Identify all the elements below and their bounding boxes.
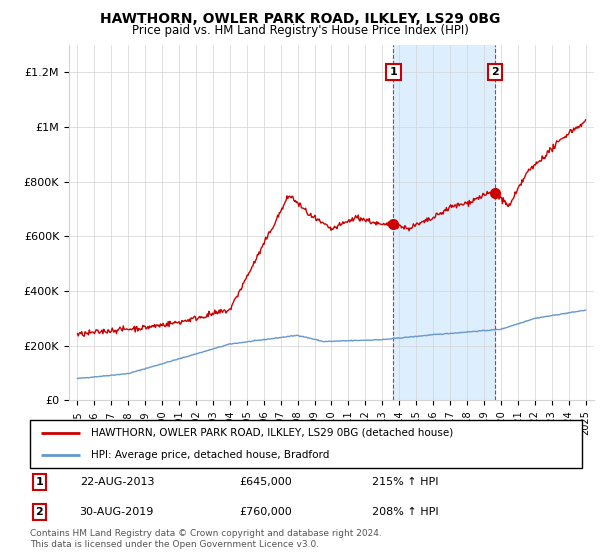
Text: 2: 2 bbox=[35, 507, 43, 517]
Text: 1: 1 bbox=[35, 477, 43, 487]
Text: £760,000: £760,000 bbox=[240, 507, 293, 517]
Text: 30-AUG-2019: 30-AUG-2019 bbox=[80, 507, 154, 517]
Text: HAWTHORN, OWLER PARK ROAD, ILKLEY, LS29 0BG (detached house): HAWTHORN, OWLER PARK ROAD, ILKLEY, LS29 … bbox=[91, 428, 453, 438]
Text: HPI: Average price, detached house, Bradford: HPI: Average price, detached house, Brad… bbox=[91, 450, 329, 460]
Text: Price paid vs. HM Land Registry's House Price Index (HPI): Price paid vs. HM Land Registry's House … bbox=[131, 24, 469, 36]
Bar bbox=[394, 45, 495, 400]
Text: Contains HM Land Registry data © Crown copyright and database right 2024.
This d: Contains HM Land Registry data © Crown c… bbox=[30, 529, 382, 549]
Text: £645,000: £645,000 bbox=[240, 477, 293, 487]
Text: 1: 1 bbox=[389, 67, 397, 77]
Text: 215% ↑ HPI: 215% ↑ HPI bbox=[372, 477, 439, 487]
Text: 2: 2 bbox=[491, 67, 499, 77]
Text: 22-AUG-2013: 22-AUG-2013 bbox=[80, 477, 154, 487]
Text: HAWTHORN, OWLER PARK ROAD, ILKLEY, LS29 0BG: HAWTHORN, OWLER PARK ROAD, ILKLEY, LS29 … bbox=[100, 12, 500, 26]
Text: 208% ↑ HPI: 208% ↑ HPI bbox=[372, 507, 439, 517]
